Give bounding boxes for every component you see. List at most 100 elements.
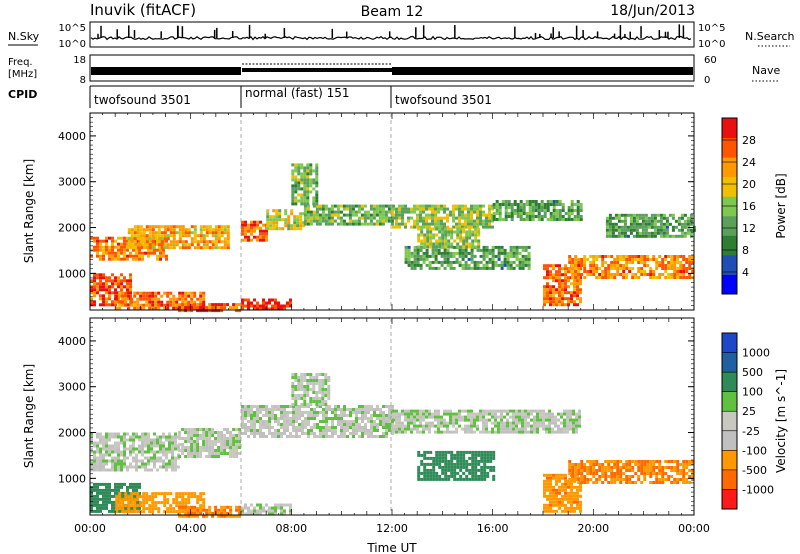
echo-cell [268, 417, 271, 420]
echo-cell [440, 260, 444, 264]
echo-cell [289, 435, 292, 438]
echo-cell [423, 474, 427, 478]
echo-cell [315, 181, 319, 185]
echo-cell [358, 426, 361, 429]
echo-cell [238, 431, 242, 434]
echo-cell [114, 456, 117, 460]
echo-cell [121, 501, 125, 505]
echo-cell [117, 468, 120, 472]
echo-cell [413, 251, 417, 255]
echo-cell [165, 438, 168, 442]
echo-cell [617, 228, 621, 232]
echo-cell [443, 430, 446, 434]
echo-cell [482, 213, 485, 217]
echo-cell [631, 469, 635, 472]
echo-cell [623, 213, 627, 217]
echo-cell [476, 219, 479, 223]
echo-cell [382, 417, 385, 420]
echo-cell [635, 222, 639, 226]
echo-cell [579, 494, 582, 498]
echo-cell [497, 248, 501, 252]
echo-cell [93, 236, 96, 240]
echo-cell [435, 242, 439, 246]
echo-cell [536, 415, 539, 419]
echo-cell [171, 468, 174, 472]
echo-cell [691, 270, 695, 273]
echo-cell [187, 498, 191, 502]
echo-cell [117, 459, 120, 463]
echo-cell [555, 264, 558, 268]
echo-cell [658, 255, 662, 258]
echo-cell [574, 478, 578, 481]
echo-cell [568, 478, 572, 481]
echo-cell [343, 423, 346, 426]
echo-cell [232, 446, 236, 449]
echo-cell [482, 424, 485, 428]
echo-cell [500, 245, 504, 249]
echo-cell [494, 421, 497, 425]
echo-cell [178, 505, 182, 509]
echo-cell [187, 309, 191, 313]
echo-cell [373, 435, 376, 438]
echo-cell [652, 460, 656, 463]
echo-cell [395, 207, 398, 211]
echo-cell [567, 206, 571, 209]
echo-cell [93, 509, 96, 513]
echo-cell [178, 449, 182, 452]
echo-cell [492, 206, 496, 209]
echo-cell [564, 282, 567, 286]
echo-cell [328, 435, 331, 438]
echo-cell [498, 209, 502, 212]
echo-cell [459, 456, 463, 460]
echo-cell [440, 263, 444, 267]
echo-cell [120, 450, 123, 454]
echo-cell [364, 432, 367, 435]
echo-cell [141, 447, 144, 451]
echo-cell [193, 294, 197, 298]
echo-cell [369, 216, 373, 220]
echo-cell [552, 279, 555, 283]
echo-cell [208, 511, 212, 515]
echo-cell [543, 276, 546, 280]
echo-cell [564, 303, 567, 307]
echo-cell [93, 468, 96, 472]
echo-cell [253, 235, 256, 239]
echo-cell [291, 178, 295, 182]
echo-cell [105, 300, 108, 304]
echo-cell [291, 196, 295, 200]
echo-cell [117, 509, 120, 513]
echo-cell [573, 209, 577, 212]
echo-cell [518, 412, 521, 416]
echo-cell [429, 230, 433, 234]
echo-cell [139, 495, 143, 499]
echo-cell [151, 231, 155, 235]
echo-cell [123, 444, 126, 448]
echo-cell [576, 294, 579, 298]
echo-cell [407, 257, 411, 261]
echo-cell [174, 465, 177, 469]
echo-cell [458, 225, 461, 229]
echo-cell [108, 236, 111, 240]
echo-cell [449, 263, 453, 267]
echo-cell [563, 430, 566, 434]
echo-cell [187, 511, 191, 515]
echo-cell [244, 304, 247, 308]
echo-cell [153, 462, 156, 466]
echo-cell [416, 251, 420, 255]
echo-cell [570, 500, 573, 504]
echo-cell [312, 181, 316, 185]
echo-cell [303, 166, 307, 170]
echo-cell [184, 492, 188, 496]
echo-cell [307, 423, 310, 426]
echo-cell [184, 300, 188, 304]
echo-cell [404, 418, 407, 422]
echo-cell [123, 453, 126, 457]
echo-cell [494, 263, 498, 267]
echo-cell [509, 254, 513, 258]
echo-cell [416, 257, 420, 261]
echo-cell [127, 237, 131, 241]
echo-cell [247, 408, 250, 411]
echo-cell [154, 504, 158, 508]
echo-cell [187, 234, 191, 238]
echo-cell [476, 204, 479, 208]
